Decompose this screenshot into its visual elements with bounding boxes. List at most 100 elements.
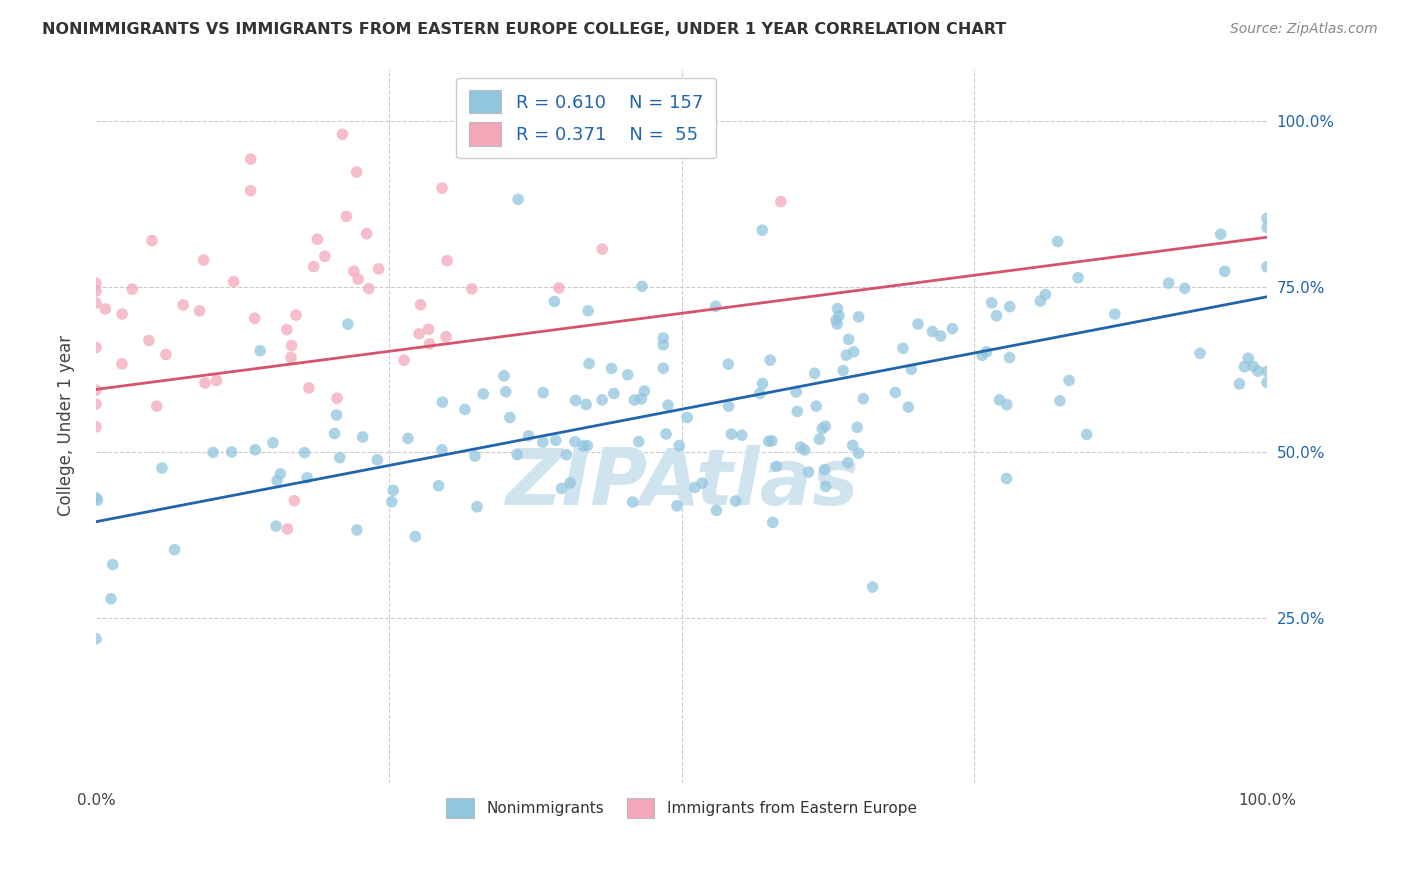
- Point: [201, 445, 224, 459]
- Point: [941, 321, 963, 335]
- Point: [145, 399, 167, 413]
- Point: [560, 475, 582, 490]
- Point: [846, 420, 869, 434]
- Point: [657, 398, 679, 412]
- Point: [995, 471, 1018, 485]
- Point: [724, 494, 747, 508]
- Point: [897, 400, 920, 414]
- Point: [239, 184, 262, 198]
- Point: [307, 232, 329, 246]
- Point: [276, 522, 298, 536]
- Point: [276, 323, 298, 337]
- Point: [492, 368, 515, 383]
- Point: [842, 344, 865, 359]
- Point: [222, 275, 245, 289]
- Point: [396, 431, 419, 445]
- Point: [472, 387, 495, 401]
- Point: [980, 296, 1002, 310]
- Point: [972, 348, 994, 362]
- Point: [499, 410, 522, 425]
- Point: [84, 632, 107, 646]
- Point: [717, 357, 740, 371]
- Point: [720, 427, 742, 442]
- Point: [576, 303, 599, 318]
- Point: [814, 419, 837, 434]
- Point: [848, 446, 870, 460]
- Point: [825, 313, 848, 327]
- Point: [616, 368, 638, 382]
- Point: [1213, 264, 1236, 278]
- Point: [835, 348, 858, 362]
- Point: [1241, 359, 1264, 374]
- Point: [837, 456, 859, 470]
- Point: [205, 374, 228, 388]
- Point: [381, 494, 404, 508]
- Point: [995, 398, 1018, 412]
- Point: [998, 300, 1021, 314]
- Point: [280, 351, 302, 365]
- Point: [461, 282, 484, 296]
- Point: [683, 480, 706, 494]
- Point: [531, 435, 554, 450]
- Point: [221, 445, 243, 459]
- Point: [427, 479, 450, 493]
- Point: [408, 326, 430, 341]
- Point: [655, 426, 678, 441]
- Point: [432, 395, 454, 409]
- Point: [335, 210, 357, 224]
- Point: [603, 386, 626, 401]
- Point: [285, 308, 308, 322]
- Point: [243, 311, 266, 326]
- Point: [891, 341, 914, 355]
- Point: [1067, 270, 1090, 285]
- Legend: Nonimmigrants, Immigrants from Eastern Europe: Nonimmigrants, Immigrants from Eastern E…: [439, 790, 924, 825]
- Point: [347, 272, 370, 286]
- Point: [668, 439, 690, 453]
- Point: [84, 341, 107, 355]
- Point: [163, 542, 186, 557]
- Point: [1209, 227, 1232, 242]
- Point: [758, 434, 780, 449]
- Point: [814, 479, 837, 493]
- Point: [929, 329, 952, 343]
- Point: [295, 471, 318, 485]
- Point: [84, 397, 107, 411]
- Point: [1189, 346, 1212, 360]
- Point: [751, 223, 773, 237]
- Point: [366, 452, 388, 467]
- Point: [264, 519, 287, 533]
- Point: [786, 404, 808, 418]
- Point: [1029, 293, 1052, 308]
- Point: [1104, 307, 1126, 321]
- Point: [811, 422, 834, 436]
- Point: [633, 384, 655, 398]
- Point: [138, 334, 160, 348]
- Point: [346, 523, 368, 537]
- Point: [591, 242, 613, 256]
- Point: [1035, 287, 1057, 301]
- Point: [731, 428, 754, 442]
- Point: [323, 426, 346, 441]
- Point: [249, 343, 271, 358]
- Point: [1256, 364, 1278, 378]
- Point: [1229, 376, 1251, 391]
- Point: [789, 440, 811, 454]
- Point: [298, 381, 321, 395]
- Point: [793, 442, 815, 457]
- Point: [495, 384, 517, 399]
- Point: [111, 307, 134, 321]
- Point: [506, 448, 529, 462]
- Point: [84, 383, 107, 397]
- Point: [155, 347, 177, 361]
- Point: [652, 361, 675, 376]
- Point: [283, 493, 305, 508]
- Point: [762, 516, 785, 530]
- Point: [194, 376, 217, 390]
- Point: [828, 309, 851, 323]
- Point: [464, 449, 486, 463]
- Point: [842, 438, 865, 452]
- Point: [803, 367, 825, 381]
- Point: [921, 325, 943, 339]
- Point: [631, 279, 654, 293]
- Point: [409, 298, 432, 312]
